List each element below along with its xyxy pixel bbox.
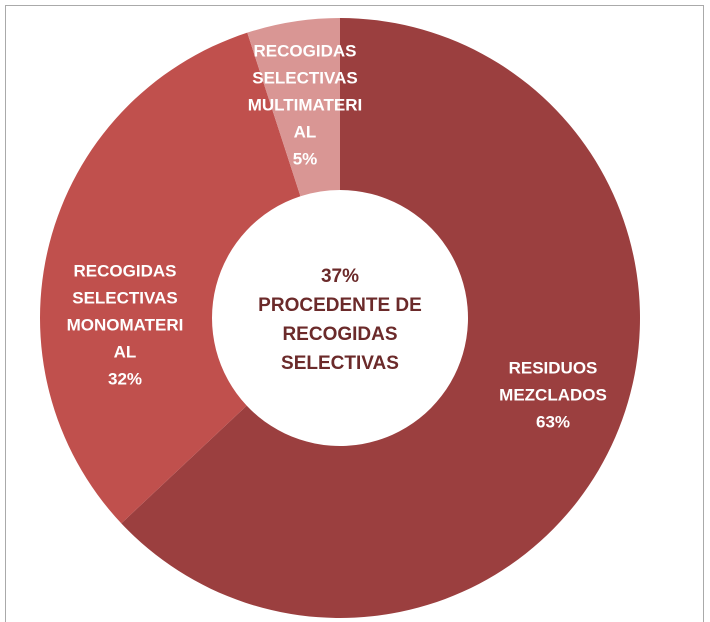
donut-slice xyxy=(247,18,340,197)
slice-value: 63% xyxy=(535,412,571,432)
slice-name: RECOGIDAS SELECTIVAS MULTIMATERIAL xyxy=(247,41,363,142)
center-value: 37% xyxy=(320,266,360,287)
slice-name: RECOGIDAS SELECTIVAS MONOMATERIAL xyxy=(66,261,184,362)
slice-value: 5% xyxy=(292,149,318,169)
donut-slice xyxy=(121,18,640,618)
center-label: 37% PROCEDENTE DE RECOGIDAS SELECTIVAS xyxy=(245,262,435,378)
donut-slice xyxy=(39,32,301,524)
slice-name: RESIDUOS MEZCLADOS xyxy=(499,358,607,405)
slice-label: RECOGIDAS SELECTIVAS MULTIMATERIAL 5% xyxy=(243,38,368,173)
slice-value: 32% xyxy=(107,369,143,389)
center-text: PROCEDENTE DE RECOGIDAS SELECTIVAS xyxy=(258,295,422,374)
slice-label: RECOGIDAS SELECTIVAS MONOMATERIAL 32% xyxy=(66,258,184,393)
slice-label: RESIDUOS MEZCLADOS 63% xyxy=(491,355,616,436)
frame xyxy=(5,5,704,622)
